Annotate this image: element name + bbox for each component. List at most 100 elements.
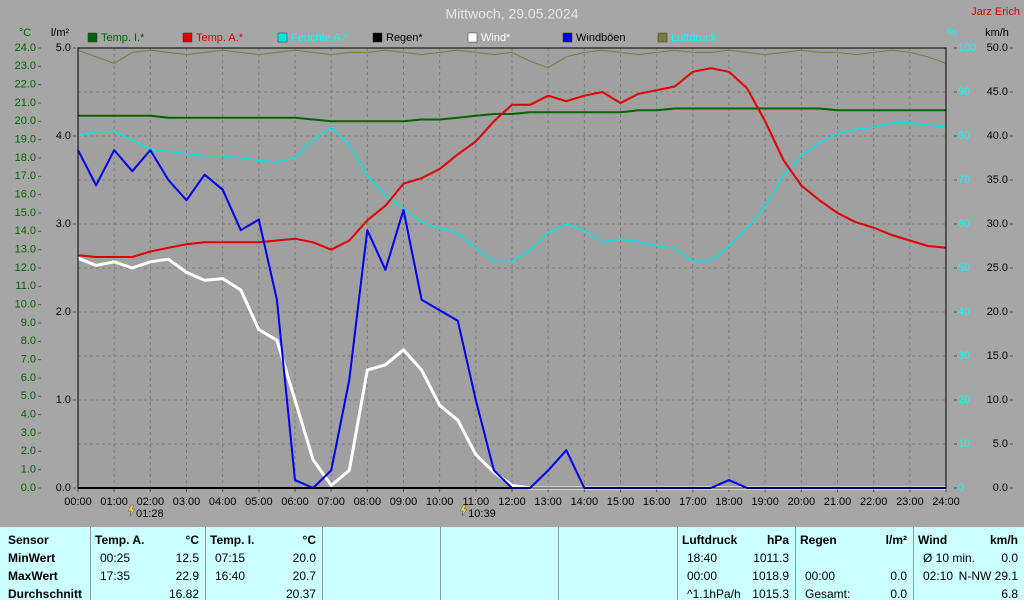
table-cell: 0.0	[890, 587, 907, 600]
column-divider	[205, 527, 206, 600]
row-label: MaxWert	[8, 569, 58, 583]
y-tick-label: 15.0	[15, 207, 36, 219]
table-cell: 18:40	[687, 551, 718, 565]
y4-tick-label: 40.0	[987, 130, 1008, 142]
y-tick-label: 16.0	[15, 189, 36, 201]
x-tick-label: 18:00	[715, 496, 743, 508]
row-label: MinWert	[8, 551, 56, 565]
table-cell: 20.37	[285, 587, 316, 600]
legend-label: Luftdruck	[671, 32, 717, 44]
y-tick-label: 0.0	[21, 482, 36, 494]
legend-swatch	[87, 32, 98, 43]
x-tick-label: 13:00	[534, 496, 562, 508]
y3-tick-label: 3.0	[56, 218, 71, 230]
column-divider	[795, 527, 796, 600]
x-tick-label: 24:00	[932, 496, 960, 508]
y-tick-label: 2.0	[21, 445, 36, 457]
x-tick-label: 09:00	[390, 496, 418, 508]
annotation-label: 10:39	[468, 508, 496, 520]
y2-tick-label: 20	[958, 394, 970, 406]
x-tick-label: 16:00	[643, 496, 671, 508]
annotation-label: 01:28	[136, 508, 164, 520]
x-tick-label: 15:00	[607, 496, 635, 508]
x-tick-label: 21:00	[824, 496, 852, 508]
plot-border	[77, 47, 947, 489]
column-divider	[322, 527, 323, 600]
y-tick-label: 19.0	[15, 134, 36, 146]
x-tick-label: 22:00	[860, 496, 888, 508]
x-tick-label: 11:00	[462, 496, 489, 508]
y-tick-label: 1.0	[21, 464, 36, 476]
x-tick-label: 10:00	[426, 496, 454, 508]
x-tick-label: 00:00	[64, 496, 92, 508]
table-cell: 20.0	[292, 551, 316, 565]
y2-tick-label: 60	[958, 218, 970, 230]
column-divider	[440, 527, 441, 600]
y3-tick-label: 0.0	[56, 482, 71, 494]
row-label: Durchschnitt	[8, 587, 83, 600]
table-cell: 16:40	[215, 569, 246, 583]
y3-tick-label: 4.0	[56, 130, 71, 142]
table-cell: 12.5	[175, 551, 199, 565]
y2-tick-label: 40	[958, 306, 970, 318]
y-tick-label: 12.0	[15, 262, 36, 274]
legend-label: Temp. I.*	[101, 32, 145, 44]
y4-tick-label: 50.0	[987, 42, 1008, 54]
y-axis-label: °C	[19, 27, 31, 39]
y-tick-label: 8.0	[21, 335, 36, 347]
y-tick-label: 6.0	[21, 372, 36, 384]
summary-table: Sensor Temp. A. °C Temp. I. °C Luftdruck hPa Re…	[0, 527, 1024, 600]
y4-tick-label: 45.0	[987, 86, 1008, 98]
annotation-icon	[127, 504, 136, 517]
y-tick-label: 4.0	[21, 409, 36, 421]
table-cell: 02:10	[923, 569, 954, 583]
header-cell: °C	[302, 533, 316, 547]
table-cell: Gesamt:	[805, 587, 851, 600]
y3-tick-label: 5.0	[56, 42, 71, 54]
y-tick-label: 5.0	[21, 390, 36, 402]
legend-swatch	[467, 32, 478, 43]
column-divider	[90, 527, 91, 600]
x-tick-label: 19:00	[751, 496, 779, 508]
y4-tick-label: 10.0	[987, 394, 1008, 406]
y-tick-label: 21.0	[15, 97, 36, 109]
x-tick-label: 07:00	[317, 496, 345, 508]
y4-tick-label: 15.0	[987, 350, 1008, 362]
header-cell: km/h	[989, 533, 1018, 547]
y-tick-label: 13.0	[15, 244, 36, 256]
table-cell: 00:00	[687, 569, 718, 583]
table-cell: 16.82	[168, 587, 199, 600]
x-tick-label: 23:00	[896, 496, 924, 508]
header-cell: Regen	[800, 533, 837, 547]
table-cell: Ø 10 min.	[923, 551, 976, 565]
legend-label: Feuchte A.*	[291, 32, 349, 44]
y-tick-label: 11.0	[15, 280, 36, 292]
y3-tick-label: 1.0	[56, 394, 71, 406]
column-divider	[913, 527, 914, 600]
legend-swatch	[372, 32, 383, 43]
y3-tick-label: 2.0	[56, 306, 71, 318]
y3-axis-label: l/m²	[51, 27, 70, 39]
legend-swatch	[562, 32, 573, 43]
series-line	[78, 107, 946, 123]
annotation-icon	[459, 504, 468, 517]
table-cell: 00:00	[805, 569, 836, 583]
x-tick-label: 12:00	[498, 496, 526, 508]
y4-tick-label: 5.0	[993, 438, 1008, 450]
table-cell: 00:25	[100, 551, 131, 565]
series-line	[77, 67, 947, 258]
y2-tick-label: 10	[958, 438, 970, 450]
table-cell: 1015.3	[752, 587, 789, 600]
legend-swatch	[657, 32, 668, 43]
y-tick-label: 10.0	[15, 299, 36, 311]
y-tick-label: 7.0	[21, 354, 36, 366]
y2-tick-label: 90	[958, 86, 970, 98]
table-cell: 6.8	[1001, 587, 1018, 600]
x-tick-label: 01:00	[100, 496, 128, 508]
table-cell: 07:15	[215, 551, 246, 565]
table-cell: 0.0	[890, 569, 907, 583]
y2-axis-label: %	[947, 27, 957, 39]
table-cell: 17:35	[100, 569, 131, 583]
y4-tick-label: 0.0	[993, 482, 1008, 494]
